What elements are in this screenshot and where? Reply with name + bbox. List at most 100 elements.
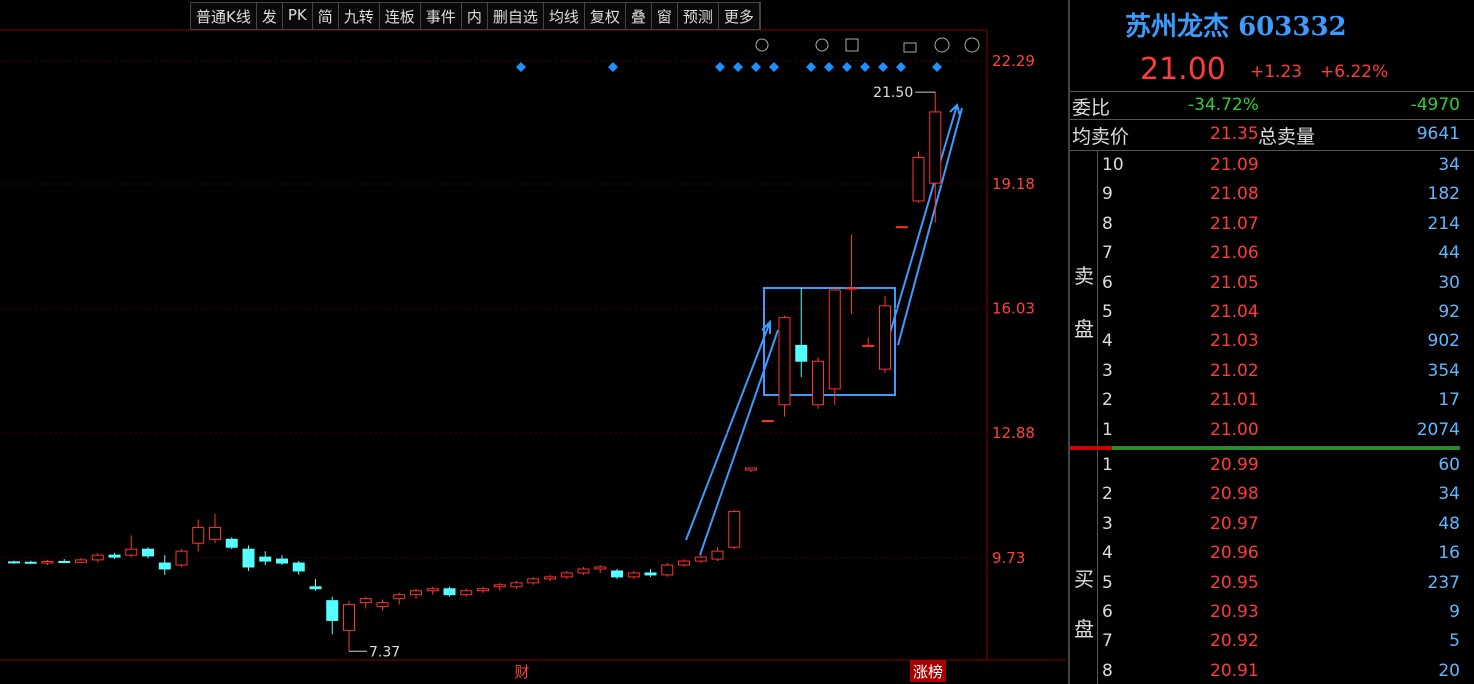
sell-row: 7 21.06 44 (1070, 243, 1460, 272)
candle-body (678, 560, 690, 566)
toolbar-item[interactable]: 发 (257, 3, 283, 29)
code: 603332 (1238, 12, 1347, 42)
ratio-diff: -4970 (1410, 95, 1460, 115)
toolbar-item[interactable]: 复权 (585, 3, 626, 29)
buy-row: 6 20.93 9 (1070, 602, 1460, 631)
candle-body (343, 604, 355, 631)
candle-body (309, 586, 322, 590)
toolbar-item[interactable]: 更多 (719, 3, 760, 29)
toolbar-item[interactable]: 简 (313, 3, 339, 29)
price: 21.04 (1210, 302, 1259, 322)
volume: 48 (1438, 513, 1460, 534)
level: 5 (1102, 572, 1113, 593)
price: 21.03 (1210, 331, 1259, 352)
toolbar-item[interactable]: 窗 (652, 3, 678, 29)
toolbar-item[interactable]: 事件 (421, 3, 462, 29)
price: 21.00 (1140, 52, 1226, 87)
candle-body (142, 548, 154, 557)
y-tick-label: 12.88 (992, 424, 1035, 442)
toolbar-item[interactable]: 删自选 (488, 3, 544, 29)
toolbar-item[interactable]: 内 (462, 3, 488, 29)
chart-tools[interactable] (755, 37, 980, 53)
candle-body (426, 588, 439, 592)
candle-body (577, 568, 590, 574)
toolbar-item[interactable]: 叠 (626, 3, 652, 29)
level: 4 (1102, 543, 1113, 564)
y-tick-label: 19.18 (992, 175, 1035, 193)
candle-body (8, 561, 20, 564)
volume: 30 (1438, 272, 1460, 293)
total-label: 总卖量 (1258, 126, 1316, 148)
y-tick-label: 22.29 (992, 52, 1035, 70)
volume: 214 (1427, 213, 1460, 234)
candle-body (661, 564, 674, 576)
candle-body (544, 576, 556, 580)
candle-body (560, 572, 573, 578)
candle-body (527, 578, 540, 584)
price: 20.96 (1210, 543, 1259, 564)
sell-row: 6 21.05 30 (1070, 273, 1460, 302)
price: 21.08 (1210, 184, 1259, 205)
candle-body (108, 554, 121, 558)
candle-body (493, 584, 506, 588)
candle-body (912, 156, 925, 202)
price: 21.01 (1210, 390, 1259, 411)
volume: 60 (1438, 455, 1460, 475)
sell-row: 3 21.02 354 (1070, 361, 1460, 390)
level: 6 (1102, 602, 1113, 622)
divider (1070, 119, 1474, 120)
toolbar-item[interactable]: 连板 (380, 3, 421, 29)
avg-price: 21.35 (1210, 124, 1259, 144)
candle-body (242, 548, 255, 568)
candle-body (879, 305, 891, 370)
candle-body (376, 602, 389, 608)
level: 10 (1102, 155, 1124, 175)
candle-body (125, 548, 138, 556)
footer-mark: 财 (514, 663, 529, 681)
min-label: 7.37 (369, 644, 400, 660)
sep-green (1112, 446, 1460, 450)
price: 20.97 (1210, 513, 1259, 534)
volume: 9 (1449, 602, 1460, 622)
toolbar-item[interactable]: 九转 (339, 3, 380, 29)
name: 苏州龙杰 (1125, 12, 1230, 42)
level: 2 (1102, 390, 1113, 411)
buy-row: 2 20.98 34 (1070, 484, 1460, 513)
max-label: 21.50 (873, 85, 913, 101)
level: 9 (1102, 184, 1113, 205)
candle-body (443, 588, 456, 596)
level: 1 (1102, 455, 1113, 475)
candle-body (359, 598, 372, 604)
candle-body (158, 562, 171, 570)
volume: 902 (1427, 331, 1460, 352)
price: 21.09 (1210, 155, 1259, 175)
toolbar-item[interactable]: PK (283, 3, 313, 29)
price: 20.95 (1210, 572, 1259, 593)
volume: 92 (1438, 302, 1460, 322)
level: 6 (1102, 272, 1113, 293)
toolbar-item[interactable]: 普通K线 (191, 3, 257, 29)
side-label: 卖 (1074, 264, 1094, 288)
candle-body (259, 556, 272, 562)
quote-panel: 苏州龙杰 603332 21.00 +1.23 +6.22% 委比 -34.72… (1068, 0, 1474, 684)
volume: 34 (1438, 484, 1460, 505)
toolbar-item[interactable]: 均线 (544, 3, 585, 29)
price: 20.99 (1210, 455, 1259, 475)
toolbar-item[interactable]: 预测 (678, 3, 719, 29)
avg-label: 均卖价 (1072, 126, 1130, 148)
divider (1070, 91, 1474, 92)
volume: 20 (1438, 660, 1460, 681)
stock-name: 苏州龙杰 603332 (1125, 6, 1347, 43)
candle-body (225, 538, 238, 548)
sell-row: 5 21.04 92 (1070, 302, 1460, 331)
buy-row: 3 20.97 48 (1070, 514, 1460, 543)
candle-body (91, 554, 104, 561)
candle-body (929, 111, 942, 184)
price: 21.07 (1210, 213, 1259, 234)
candle-body (778, 317, 791, 406)
side-label: 盘 (1074, 617, 1094, 641)
candle-body (24, 561, 37, 564)
volume: 34 (1438, 155, 1460, 175)
sell-row: 10 21.09 34 (1070, 155, 1460, 184)
